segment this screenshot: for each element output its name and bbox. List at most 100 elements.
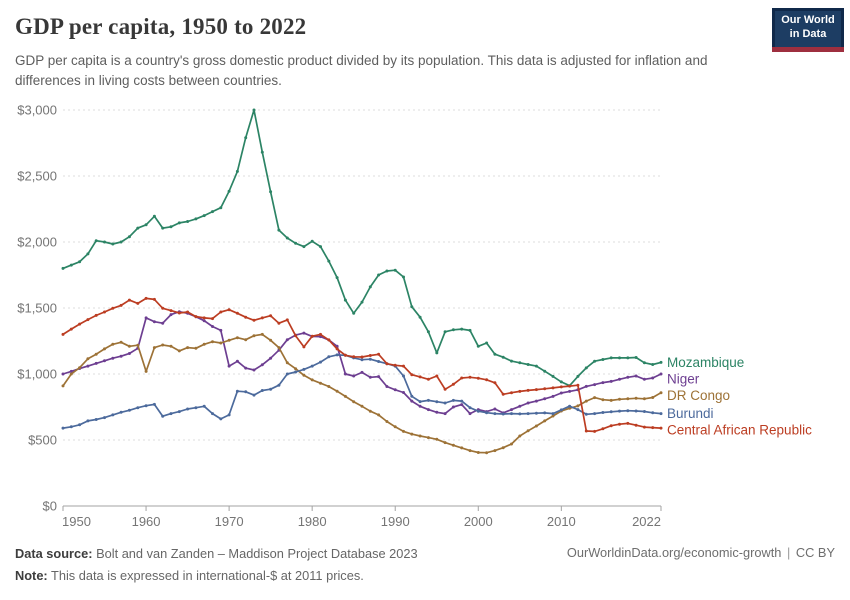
data-point [69,372,73,376]
data-point [277,346,281,350]
data-point [518,434,522,438]
data-point [568,389,572,393]
data-point [402,429,405,433]
data-point [485,411,489,415]
data-point [252,318,256,322]
data-point [235,389,239,393]
owid-url-link[interactable]: OurWorldinData.org/economic-growth [566,545,782,560]
data-point [352,374,356,378]
data-point [584,399,588,403]
data-point [601,398,605,402]
data-point [144,316,148,320]
data-point [493,412,497,416]
line-mozambique[interactable] [62,109,662,387]
data-point [186,407,190,411]
legend-label-niger[interactable]: Niger [667,371,700,386]
data-point [510,391,513,395]
legend-label-dr-congo[interactable]: DR Congo [667,388,730,403]
data-point [127,344,131,348]
data-point [202,342,206,346]
data-point [127,235,131,239]
data-point [551,394,555,398]
x-tick-label: 1960 [132,514,161,529]
data-point [418,434,422,438]
series-niger[interactable] [61,310,663,416]
data-point [161,321,165,325]
data-point [302,345,306,349]
data-point [426,408,430,412]
line-central-african-republic[interactable] [62,297,662,433]
data-point [526,388,530,392]
data-point [227,338,231,342]
data-point [626,409,630,413]
license-label[interactable]: CC BY [795,545,835,560]
data-point [161,343,165,347]
data-point [244,366,248,370]
data-point [227,364,231,368]
data-point [103,347,106,351]
data-point [476,451,480,454]
series-burundi[interactable] [61,353,663,430]
data-point [194,406,198,410]
data-point [127,298,131,302]
line-niger[interactable] [62,310,662,415]
data-point [402,374,405,378]
owid-logo-line2: in Data [789,27,827,40]
data-point [235,169,239,173]
x-tick-label: 2022 [632,514,661,529]
data-point [659,426,663,430]
series-central-african-republic[interactable] [61,296,663,433]
data-point [368,375,372,379]
data-point [377,360,381,363]
data-point [493,407,497,411]
data-point [402,275,405,279]
data-point [601,358,605,361]
data-point [659,360,663,364]
data-point [360,355,364,359]
data-point [177,311,181,315]
data-point [634,423,638,427]
data-point [651,363,655,366]
legend-label-central-african-republic[interactable]: Central African Republic [667,423,812,438]
data-point [435,400,439,404]
data-point [460,403,464,407]
data-point [468,375,472,379]
line-dr-congo[interactable] [62,333,662,454]
data-point [443,387,447,391]
data-point [651,376,655,380]
data-point [368,354,372,357]
owid-logo[interactable]: Our World in Data [772,8,844,52]
data-point [252,108,256,112]
data-point [127,352,131,355]
data-point [460,446,464,450]
data-point [609,410,613,414]
series-dr-congo[interactable] [61,332,663,455]
data-point [568,406,572,410]
data-point [593,429,597,433]
data-point [485,451,489,455]
data-point [94,352,98,356]
data-point [476,376,480,380]
data-point [269,190,273,194]
series-mozambique[interactable] [61,108,663,388]
data-point [468,406,472,410]
data-point [161,414,165,418]
data-point [194,315,198,319]
data-point [451,382,455,386]
data-point [493,352,497,356]
data-point [410,373,414,377]
data-point [659,372,663,376]
data-point [269,314,273,318]
data-point [152,346,156,350]
data-point [136,343,140,347]
data-point [418,375,422,379]
x-tick-label: 1980 [298,514,327,529]
data-point [584,384,588,388]
data-point [551,386,555,390]
data-point [451,398,455,402]
chart-subtitle: GDP per capita is a country's gross dome… [15,53,708,89]
legend-label-mozambique[interactable]: Mozambique [667,355,744,370]
legend-label-burundi[interactable]: Burundi [667,406,714,421]
data-point [368,285,372,289]
